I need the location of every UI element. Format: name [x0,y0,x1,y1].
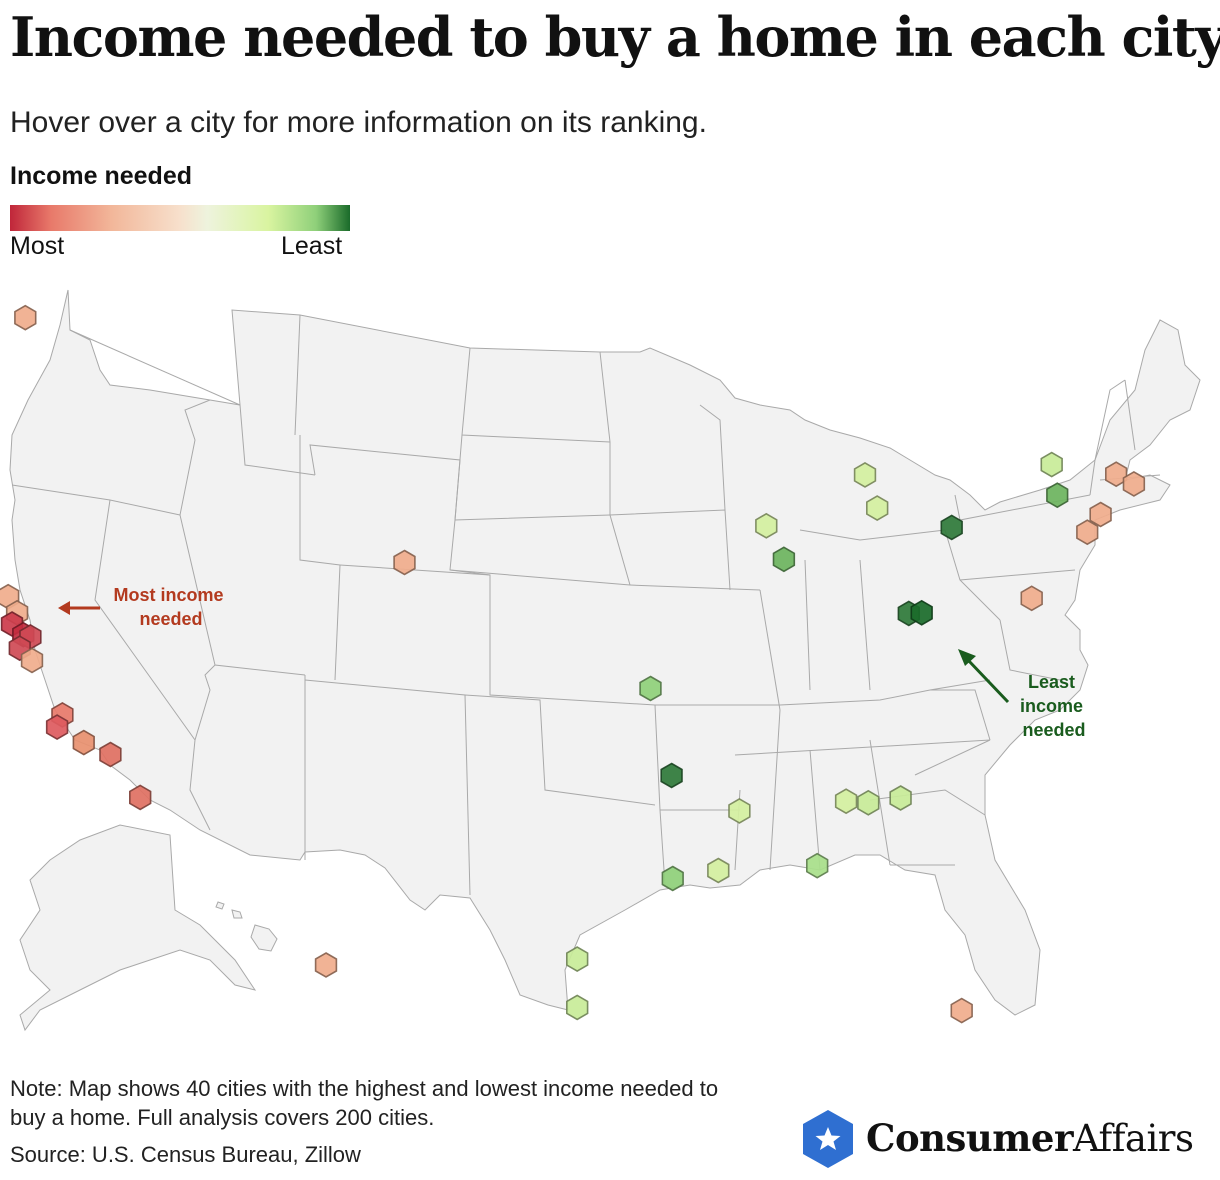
city-marker[interactable] [1076,519,1099,546]
chart-subtitle: Hover over a city for more information o… [10,106,707,139]
consumeraffairs-logo: ConsumerAffairs [800,1108,1215,1172]
city-marker[interactable] [566,946,589,973]
city-marker[interactable] [950,997,973,1024]
annotation-most-arrowhead [58,601,70,615]
city-marker[interactable] [707,857,730,884]
legend-low-label: Most [10,232,65,260]
city-marker[interactable] [129,784,152,811]
footnote: Note: Map shows 40 cities with the highe… [10,1076,719,1130]
annotation-least-line-2: income [1020,696,1083,716]
state-borders [11,314,1161,896]
brand-hexagon-star-icon [803,1110,853,1168]
alaska-landmass [19,824,257,1032]
annotation-least-arrowhead [958,649,976,666]
city-marker[interactable] [1020,585,1043,612]
annotation-most-line-2: needed [139,609,202,629]
source-line: Source: U.S. Census Bureau, Zillow [10,1142,361,1167]
city-marker[interactable] [834,788,858,815]
city-marker[interactable] [660,762,683,789]
city-marker[interactable] [45,714,69,741]
city-marker[interactable] [1046,482,1069,509]
city-marker[interactable] [772,546,796,573]
city-markers [0,304,1146,1024]
city-marker[interactable] [1040,451,1063,478]
city-marker[interactable] [940,514,963,541]
annotation-least-income: Least income needed [958,649,1088,740]
city-marker[interactable] [866,495,889,522]
city-marker[interactable] [639,675,662,702]
legend-high-label: Least [281,232,343,260]
city-marker[interactable] [661,865,684,892]
city-marker[interactable] [910,599,933,626]
legend-color-scale [10,205,350,231]
city-marker[interactable] [889,785,912,811]
annotation-most-text: Most income needed [113,585,228,629]
brand-wordmark-part-1: Consumer [866,1116,1073,1160]
city-marker[interactable] [1105,461,1128,488]
city-marker[interactable] [393,549,416,576]
city-marker[interactable] [20,647,44,674]
map-base [9,289,1201,1032]
annotation-least-line-3: needed [1022,720,1085,740]
city-marker[interactable] [1089,501,1112,528]
city-marker[interactable] [72,729,95,756]
brand-wordmark-part-2: Affairs [1072,1117,1194,1160]
annotation-most-line-1: Most income [113,585,223,605]
city-marker[interactable] [99,741,122,768]
city-marker[interactable] [14,304,37,331]
city-marker[interactable] [857,789,880,816]
brand-wordmark: ConsumerAffairs [866,1116,1194,1160]
city-marker[interactable] [755,512,778,539]
city-marker[interactable] [566,994,589,1021]
annotation-least-text: Least income needed [1020,672,1088,740]
chart-title: Income needed to buy a home in each city [10,5,1220,69]
city-marker[interactable] [314,952,338,978]
city-marker[interactable] [728,797,751,824]
city-marker[interactable] [1122,470,1146,497]
annotation-least-arrow [966,658,1010,704]
hawaii-landmass [215,901,278,952]
us-map: Most income needed Least income needed [0,289,1201,1032]
legend-title: Income needed [10,162,192,190]
lower-48-landmass [9,289,1201,1016]
annotation-most-income: Most income needed [58,585,228,629]
annotation-least-line-1: Least [1028,672,1075,692]
city-marker[interactable] [806,852,829,879]
city-marker[interactable] [853,461,877,488]
